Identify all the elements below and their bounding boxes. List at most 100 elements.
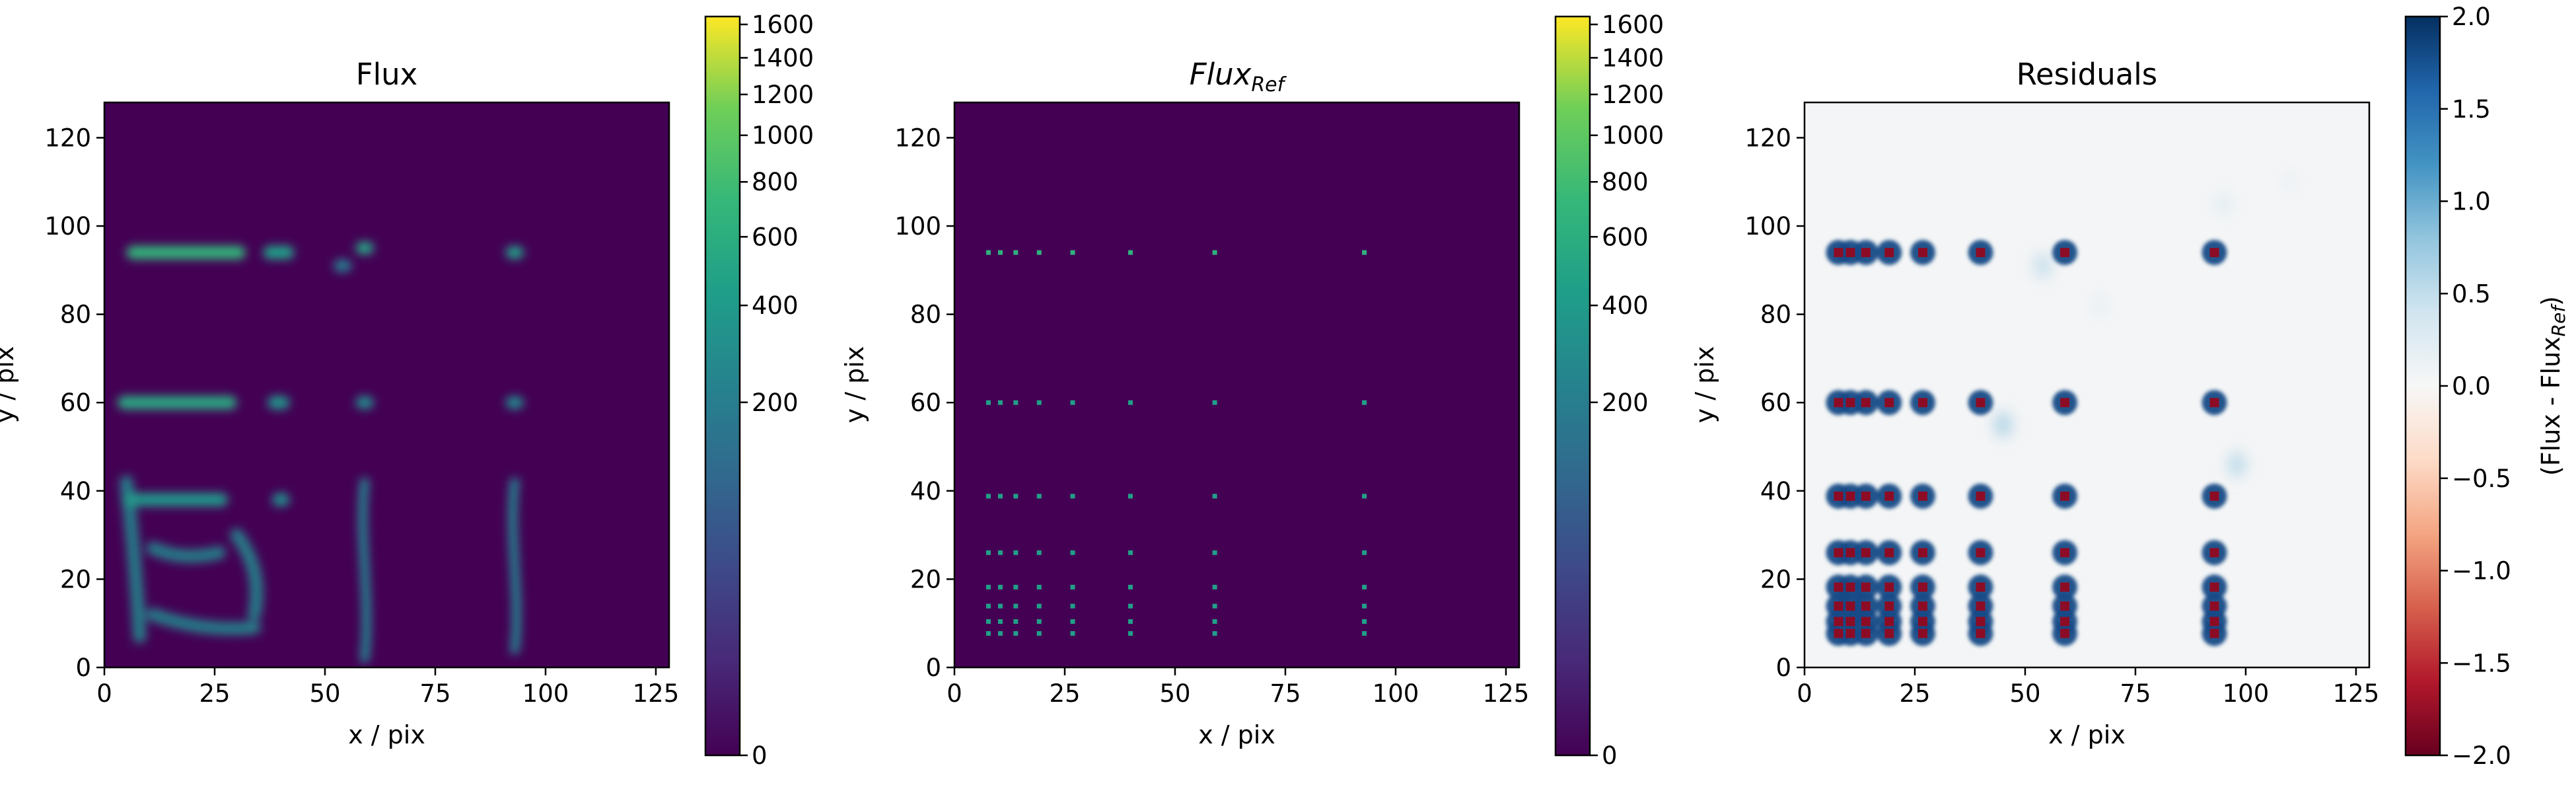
x-tick-label: 75 [2120, 679, 2151, 708]
residual-core [1918, 491, 1928, 501]
y-tick-label: 60 [60, 389, 91, 417]
y-tick-label: 80 [60, 301, 91, 329]
point-source [1070, 631, 1075, 636]
residual-streak [2283, 170, 2297, 194]
residual-core [2060, 628, 2070, 638]
panel-title-flux-ref: FluxRef [1190, 57, 1287, 96]
point-source [1070, 550, 1075, 555]
residual-core [2060, 248, 2070, 258]
residual-core [1884, 582, 1894, 592]
point-source [1070, 494, 1075, 499]
panel-residuals: Residuals 0 25 50 75 100 125 0 20 40 60 80 100 120 x… [1690, 3, 2569, 770]
point-source [1036, 619, 1042, 624]
point-source [997, 603, 1003, 609]
flux-blob [355, 241, 375, 255]
y-tick-label: 40 [910, 477, 941, 506]
residual-core [1884, 491, 1894, 501]
residual-core [1976, 491, 1986, 501]
point-source [1212, 250, 1217, 255]
x-tick-label: 75 [1270, 679, 1301, 708]
y-tick-label: 120 [44, 124, 91, 152]
residual-core [1861, 582, 1871, 592]
residual-core [2209, 582, 2219, 592]
residual-cores [1834, 248, 2219, 638]
reference-point-sources [985, 250, 1367, 636]
point-source [997, 494, 1003, 499]
flux-column-band [358, 477, 371, 663]
point-source [1036, 400, 1042, 405]
ylabel-flux-ref: y / pix [840, 346, 869, 424]
axes-flux: 0 25 50 75 100 125 0 20 40 60 80 100 120 [44, 124, 679, 708]
heatmap-flux-ref [954, 102, 1519, 667]
x-tick-label: 100 [522, 679, 569, 708]
ylabel-flux: y / pix [0, 346, 19, 424]
flux-ring [120, 475, 264, 644]
colorbar-tick-label: 0 [1602, 741, 1618, 770]
colorbar-residuals: −2.0 −1.5 −1.0 −0.5 0.0 0.5 1.0 1.5 2.0 [2404, 3, 2511, 770]
residual-core [1845, 582, 1855, 592]
point-source [1362, 584, 1367, 589]
residual-core [1884, 628, 1894, 638]
flux-row-band [122, 493, 229, 507]
xlabel-flux-ref: x / pix [1198, 720, 1275, 749]
point-source [997, 631, 1003, 636]
residual-core [2209, 628, 2219, 638]
point-source [1362, 550, 1367, 555]
point-source [997, 250, 1003, 255]
x-tick-label: 50 [2009, 679, 2040, 708]
heatmap-flux [104, 102, 669, 667]
residual-core [1976, 601, 1986, 611]
y-tick-label: 40 [1760, 477, 1791, 506]
flux-row-band [271, 493, 290, 507]
residual-core [2209, 601, 2219, 611]
residual-core [1918, 617, 1928, 626]
residual-core [2060, 548, 2070, 558]
panel-title-residuals: Residuals [2017, 57, 2158, 92]
x-tick-label: 50 [1159, 679, 1190, 708]
axes-frame-flux-ref [953, 101, 1521, 669]
residual-features [1826, 170, 2297, 646]
residual-core [1834, 617, 1843, 626]
point-source [985, 603, 991, 609]
flux-features [118, 241, 524, 663]
residual-core [1884, 617, 1894, 626]
residual-core [1976, 582, 1986, 592]
point-source [1128, 603, 1133, 609]
colorbar-tick-label: 200 [1602, 389, 1649, 417]
residual-core [2060, 617, 2070, 626]
colorbar-gradient [2406, 17, 2440, 755]
colorbar-tick-label: 1.0 [2452, 188, 2491, 216]
residual-streak [2217, 192, 2231, 216]
colorbar-tick-label: 600 [1602, 223, 1649, 251]
colorbar-gradient [1556, 17, 1590, 755]
heatmap-background [104, 102, 669, 667]
y-tick-label: 80 [1760, 301, 1791, 329]
residual-core [1884, 398, 1894, 408]
point-source [985, 631, 991, 636]
y-tick-label: 40 [60, 477, 91, 506]
y-tick-label: 100 [894, 212, 941, 241]
point-source [1212, 494, 1217, 499]
x-tick-label: 0 [947, 679, 962, 708]
point-source [985, 250, 991, 255]
colorbar-ticks-flux: 0 200 400 600 800 1000 1200 1400 1600 [740, 11, 814, 770]
xlabel-flux: x / pix [348, 720, 425, 749]
y-tick-label: 60 [1760, 389, 1791, 417]
colorbar-tick-label: 600 [752, 223, 799, 251]
y-tick-label: 0 [925, 654, 941, 682]
colorbar-tick-label: −0.5 [2452, 465, 2511, 493]
y-tick-label: 80 [910, 301, 941, 329]
x-tick-label: 125 [633, 679, 680, 708]
colorbar-flux: 0 200 400 600 800 1000 1200 1400 1600 [704, 11, 814, 770]
axes-frame-flux [103, 101, 670, 669]
residual-core [1976, 248, 1986, 258]
point-source [1013, 603, 1019, 609]
residual-streak [2093, 293, 2107, 318]
point-source [1013, 619, 1019, 624]
point-source [985, 400, 991, 405]
residual-core [1884, 601, 1894, 611]
residual-core [1861, 548, 1871, 558]
residual-core [1861, 601, 1871, 611]
panel-flux-ref: FluxRef 0 25 50 75 100 125 0 20 40 60 80 100 120 x /… [840, 11, 1664, 770]
x-tick-label: 0 [1797, 679, 1812, 708]
